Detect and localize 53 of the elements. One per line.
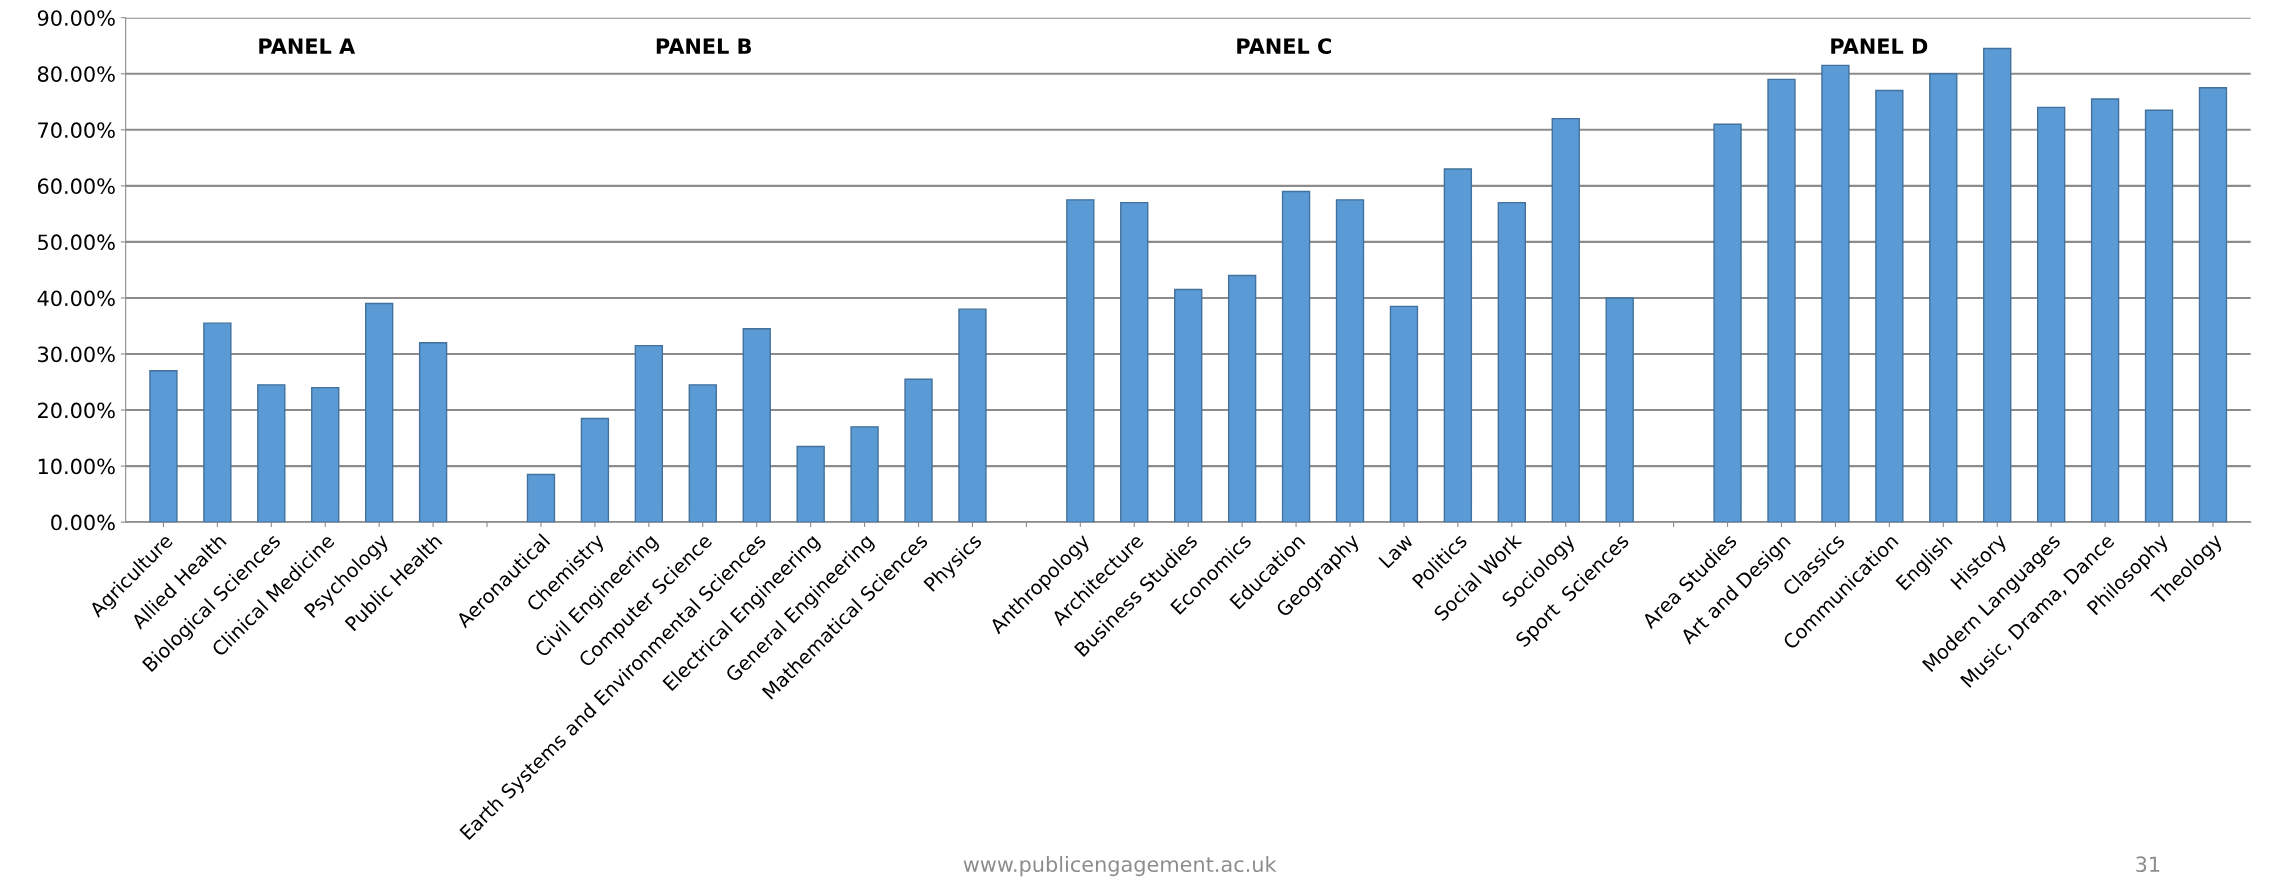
- annotation: PANEL A: [259, 38, 356, 54]
- bar: [1497, 201, 1526, 523]
- bar: [1227, 274, 1257, 523]
- bar: [1066, 199, 1095, 523]
- y-tick-label: 20.00%: [38, 402, 115, 419]
- bar: [1821, 64, 1850, 523]
- bar: [526, 473, 556, 523]
- bar: [1605, 297, 1634, 523]
- bar: [1120, 201, 1149, 523]
- bar: [203, 322, 232, 523]
- text: www.publicengagement.ac.uk: [963, 855, 1277, 877]
- bar: [1174, 288, 1203, 523]
- bar: [1929, 73, 1958, 523]
- y-tick-label: 40.00%: [37, 290, 115, 307]
- y-tick-label: 70.00%: [38, 122, 115, 139]
- bar: [311, 386, 340, 523]
- bar: [1335, 199, 1365, 523]
- bar: [1767, 78, 1796, 523]
- bar: [1713, 123, 1742, 523]
- bar: [1389, 305, 1419, 523]
- bar: [149, 370, 178, 523]
- y-tick-label: 0.00%: [51, 514, 115, 531]
- bar: [850, 426, 879, 523]
- bar: [1983, 47, 2012, 523]
- y-tick-label: 10.00%: [38, 458, 115, 475]
- y-tick-label: 50.00%: [38, 234, 115, 251]
- bar: [688, 384, 717, 523]
- bar: [257, 384, 286, 523]
- bar: [742, 328, 771, 523]
- bar: [1443, 168, 1473, 523]
- annotation: PANEL B: [656, 38, 752, 54]
- y-tick-label: 30.00%: [38, 346, 115, 363]
- bar: [364, 302, 394, 523]
- y-tick-label: 60.00%: [37, 178, 115, 195]
- bar: [2198, 87, 2228, 523]
- bar: [1551, 117, 1580, 523]
- x-tick-label: Law: [1378, 532, 1415, 569]
- y-tick-label: 80.00%: [37, 66, 115, 82]
- bar: [418, 342, 448, 523]
- y-tick-label: 90.00%: [37, 10, 115, 26]
- bar: [904, 378, 933, 523]
- bar: [2036, 106, 2066, 523]
- bar: [634, 344, 664, 523]
- bar: [796, 445, 825, 523]
- bar: [2144, 109, 2174, 523]
- annotation: PANEL C: [1237, 38, 1331, 54]
- bar: [958, 308, 987, 523]
- bar: [580, 417, 610, 523]
- text: 31: [2136, 856, 2160, 873]
- annotation: PANEL D: [1831, 38, 1928, 54]
- bar: [1281, 190, 1311, 523]
- bar: [1875, 89, 1904, 523]
- bar: [2090, 98, 2120, 523]
